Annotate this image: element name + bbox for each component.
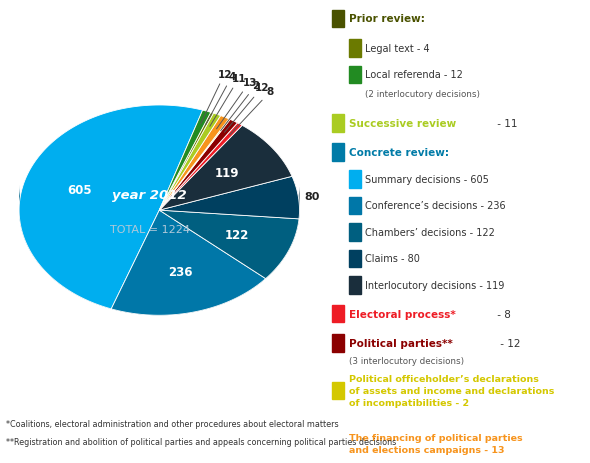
Bar [349,40,360,57]
Polygon shape [159,113,214,211]
Text: 119: 119 [215,167,240,180]
Polygon shape [159,119,230,211]
Text: 4: 4 [205,72,236,125]
Bar [349,224,360,241]
Polygon shape [159,114,221,211]
Text: (3 interlocutory decisions): (3 interlocutory decisions) [349,357,464,366]
Text: Political officeholder’s declarations
of assets and income and declarations
of i: Political officeholder’s declarations of… [349,374,554,407]
Text: 122: 122 [225,228,249,241]
Text: The financing of political parties
and elections campaigns - 13: The financing of political parties and e… [349,433,522,454]
Bar [349,67,360,84]
Text: Claims - 80: Claims - 80 [365,254,420,264]
Text: *Coalitions, electoral administration and other procedures about electoral matte: *Coalitions, electoral administration an… [6,419,339,428]
Text: Successive review: Successive review [349,119,456,129]
Text: - 11: - 11 [494,119,518,129]
Text: year 2012: year 2012 [112,188,187,201]
Polygon shape [159,211,299,279]
Bar [349,250,360,268]
Text: Political parties**: Political parties** [349,338,453,348]
Text: Local referenda - 12: Local referenda - 12 [365,70,463,80]
Text: **Registration and abolition of political parties and appeals concerning politic: **Registration and abolition of politica… [6,438,396,446]
Text: Conference’s decisions - 236: Conference’s decisions - 236 [365,201,506,211]
Polygon shape [266,194,299,279]
Polygon shape [159,116,229,211]
Text: 8: 8 [230,87,274,136]
Text: Legal text - 4: Legal text - 4 [365,44,430,54]
Text: 80: 80 [304,192,320,201]
Bar [332,11,344,28]
Text: 11: 11 [210,74,246,127]
Text: 236: 236 [168,265,193,278]
Text: Summary decisions - 605: Summary decisions - 605 [365,175,489,184]
Text: 2: 2 [221,81,260,131]
Text: 12: 12 [201,69,232,124]
Polygon shape [112,211,266,316]
Text: Prior review:: Prior review: [349,14,425,25]
Polygon shape [159,126,292,211]
Bar [349,197,360,215]
Text: 12: 12 [224,83,270,133]
Text: (2 interlocutory decisions): (2 interlocutory decisions) [365,90,480,99]
Text: 13: 13 [217,78,257,130]
Polygon shape [19,185,112,309]
Bar [349,171,360,188]
Bar [349,276,360,294]
Text: Chambers’ decisions - 122: Chambers’ decisions - 122 [365,227,495,238]
Text: 605: 605 [67,184,92,197]
Bar [332,305,344,323]
Text: Concrete review:: Concrete review: [349,148,449,158]
Bar [332,382,344,399]
Text: - 8: - 8 [494,309,511,319]
Text: - 12: - 12 [497,338,520,348]
Polygon shape [159,111,211,211]
Bar [332,115,344,132]
Polygon shape [112,254,266,316]
Polygon shape [159,177,300,219]
Bar [332,144,344,162]
Text: Interlocutory decisions - 119: Interlocutory decisions - 119 [365,281,505,290]
Text: TOTAL = 1224: TOTAL = 1224 [110,225,190,235]
Polygon shape [19,106,202,309]
Bar [332,334,344,352]
Polygon shape [159,120,237,211]
Bar [332,434,344,452]
Polygon shape [159,124,242,211]
Text: Electoral process*: Electoral process* [349,309,455,319]
